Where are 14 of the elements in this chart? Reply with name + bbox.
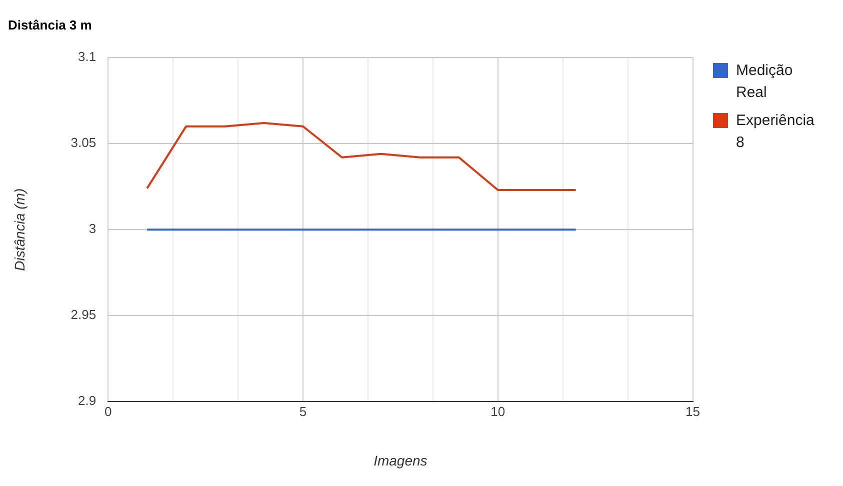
y-axis-title: Distância (m) [11, 188, 28, 271]
y-tick-label: 3.05 [70, 135, 96, 150]
x-tick-label: 5 [299, 404, 307, 419]
legend-label: Experiência 8 [736, 111, 816, 153]
chart-title: Distância 3 m [8, 17, 92, 32]
y-tick-label: 3.1 [78, 49, 96, 64]
y-tick-label: 2.95 [70, 307, 96, 322]
x-tick-label: 0 [104, 404, 112, 419]
x-axis-title: Imagens [374, 452, 428, 468]
legend-label: Medição Real [736, 61, 794, 103]
x-tick-label: 10 [490, 404, 506, 419]
x-tick-label: 15 [686, 404, 700, 419]
y-tick-label: 2.9 [78, 393, 96, 408]
y-tick-label: 3 [88, 221, 96, 236]
